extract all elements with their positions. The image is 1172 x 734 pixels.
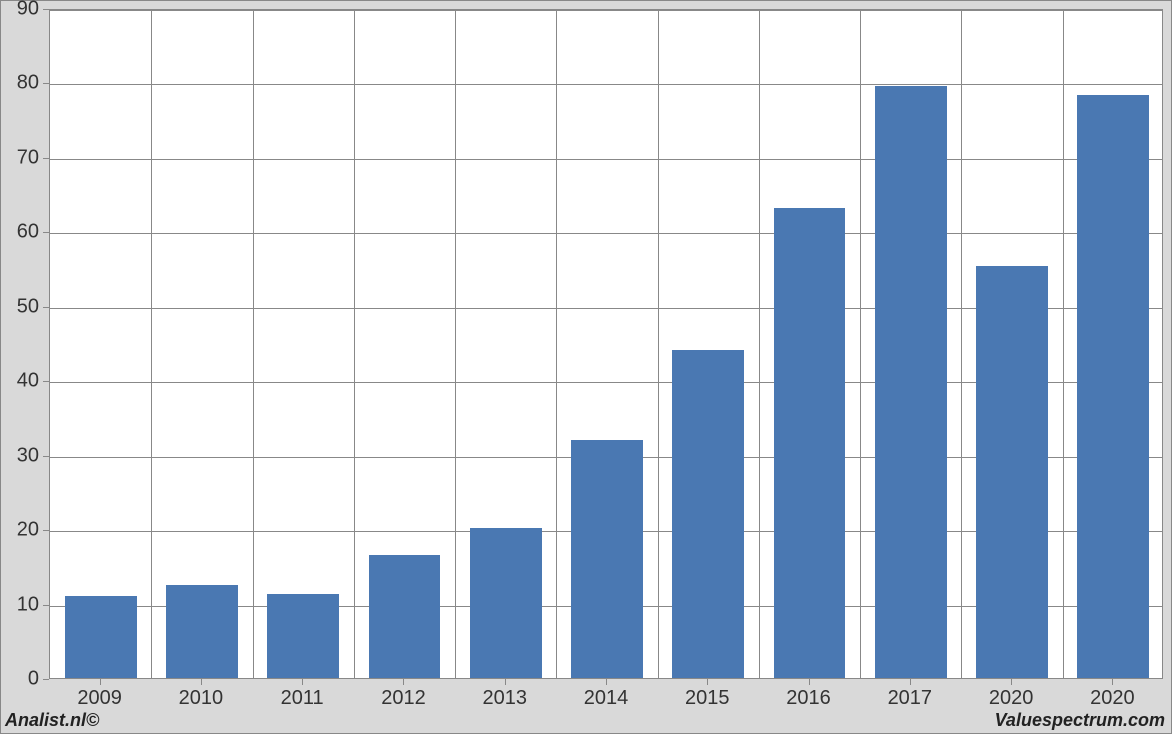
ytick-label: 60: [1, 221, 39, 244]
ytick-mark: [43, 307, 49, 308]
ytick-label: 0: [1, 668, 39, 691]
bar: [774, 208, 846, 678]
xtick-mark: [910, 679, 911, 685]
xtick-label: 2013: [482, 687, 527, 710]
bar: [65, 596, 137, 678]
gridline-horizontal: [50, 159, 1162, 160]
xtick-mark: [302, 679, 303, 685]
bar: [470, 528, 542, 678]
gridline-vertical: [658, 10, 659, 678]
ytick-label: 80: [1, 72, 39, 95]
ytick-label: 20: [1, 519, 39, 542]
bar: [369, 555, 441, 678]
footer-left: Analist.nl©: [5, 710, 99, 731]
ytick-mark: [43, 679, 49, 680]
xtick-label: 2015: [685, 687, 730, 710]
gridline-vertical: [151, 10, 152, 678]
gridline-vertical: [1063, 10, 1064, 678]
bar: [976, 266, 1048, 678]
ytick-mark: [43, 456, 49, 457]
xtick-mark: [403, 679, 404, 685]
gridline-vertical: [860, 10, 861, 678]
xtick-mark: [809, 679, 810, 685]
xtick-label: 2016: [786, 687, 831, 710]
xtick-label: 2020: [989, 687, 1034, 710]
gridline-horizontal: [50, 84, 1162, 85]
gridline-horizontal: [50, 233, 1162, 234]
bar: [672, 350, 744, 678]
gridline-vertical: [759, 10, 760, 678]
ytick-label: 50: [1, 295, 39, 318]
ytick-label: 30: [1, 444, 39, 467]
chart-frame: Analist.nl© Valuespectrum.com 0 10 20 30 40 5…: [0, 0, 1172, 734]
ytick-mark: [43, 232, 49, 233]
xtick-label: 2014: [584, 687, 629, 710]
bar: [1077, 95, 1149, 678]
xtick-mark: [1011, 679, 1012, 685]
bar: [267, 594, 339, 678]
ytick-label: 40: [1, 370, 39, 393]
xtick-mark: [505, 679, 506, 685]
ytick-mark: [43, 381, 49, 382]
xtick-mark: [100, 679, 101, 685]
bar: [166, 585, 238, 678]
ytick-label: 10: [1, 593, 39, 616]
ytick-label: 70: [1, 146, 39, 169]
xtick-label: 2017: [888, 687, 933, 710]
xtick-mark: [606, 679, 607, 685]
gridline-vertical: [253, 10, 254, 678]
ytick-mark: [43, 158, 49, 159]
ytick-mark: [43, 605, 49, 606]
gridline-vertical: [455, 10, 456, 678]
xtick-mark: [201, 679, 202, 685]
plot-area: [49, 9, 1163, 679]
gridline-horizontal: [50, 10, 1162, 11]
gridline-vertical: [354, 10, 355, 678]
gridline-vertical: [961, 10, 962, 678]
xtick-mark: [707, 679, 708, 685]
xtick-label: 2009: [77, 687, 122, 710]
xtick-label: 2011: [281, 687, 324, 710]
ytick-mark: [43, 83, 49, 84]
ytick-mark: [43, 530, 49, 531]
bar: [571, 440, 643, 678]
gridline-vertical: [556, 10, 557, 678]
ytick-mark: [43, 9, 49, 10]
footer-right: Valuespectrum.com: [995, 710, 1165, 731]
xtick-label: 2010: [179, 687, 224, 710]
xtick-mark: [1112, 679, 1113, 685]
xtick-label: 2012: [381, 687, 426, 710]
ytick-label: 90: [1, 0, 39, 21]
xtick-label: 2020: [1090, 687, 1135, 710]
bar: [875, 86, 947, 678]
